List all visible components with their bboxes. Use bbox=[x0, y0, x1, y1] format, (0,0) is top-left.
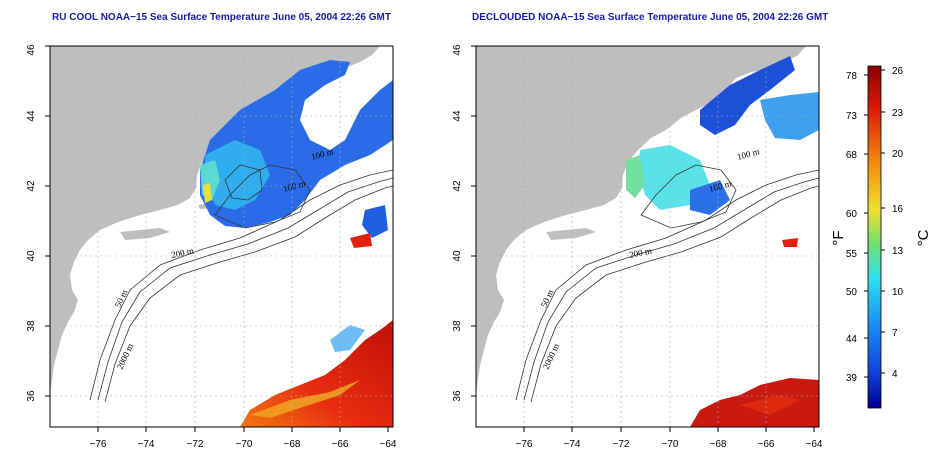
lat-tick: 40 bbox=[26, 250, 37, 262]
lon-tick: −74 bbox=[138, 439, 155, 450]
lon-tick: −72 bbox=[187, 439, 204, 450]
panel-1-title: RU COOL NOAA−15 Sea Surface Temperature … bbox=[52, 12, 391, 23]
lon-tick: −76 bbox=[90, 439, 107, 450]
lon-tick: −68 bbox=[284, 439, 301, 450]
lon-tick: −64 bbox=[380, 439, 397, 450]
warm-water-patch bbox=[240, 320, 393, 427]
land-mass bbox=[50, 46, 380, 395]
lat-tick: 38 bbox=[452, 320, 463, 332]
lon-tick: −72 bbox=[613, 439, 630, 450]
contour-label-200m: 200 m bbox=[628, 245, 652, 260]
lat-tick: 36 bbox=[452, 390, 463, 402]
lon-tick: −70 bbox=[236, 439, 253, 450]
contour-label-200m: 200 m bbox=[170, 245, 194, 260]
lon-tick: −68 bbox=[710, 439, 727, 450]
lat-tick: 44 bbox=[452, 110, 463, 122]
land-mass bbox=[476, 46, 806, 395]
lon-tick: −66 bbox=[332, 439, 349, 450]
lat-tick: 38 bbox=[26, 320, 37, 332]
lat-tick: 46 bbox=[26, 44, 37, 56]
panel-2-title: DECLOUDED NOAA−15 Sea Surface Temperatur… bbox=[472, 12, 829, 23]
lat-tick: 40 bbox=[452, 250, 463, 262]
lat-tick: 42 bbox=[452, 180, 463, 192]
lon-tick: −66 bbox=[758, 439, 775, 450]
lon-tick: −70 bbox=[662, 439, 679, 450]
lon-tick: −74 bbox=[564, 439, 581, 450]
lon-tick: −76 bbox=[516, 439, 533, 450]
lon-tick: −64 bbox=[806, 439, 823, 450]
lat-tick: 44 bbox=[26, 110, 37, 122]
lat-tick: 36 bbox=[26, 390, 37, 402]
lat-tick: 46 bbox=[452, 44, 463, 56]
lat-tick: 42 bbox=[26, 180, 37, 192]
